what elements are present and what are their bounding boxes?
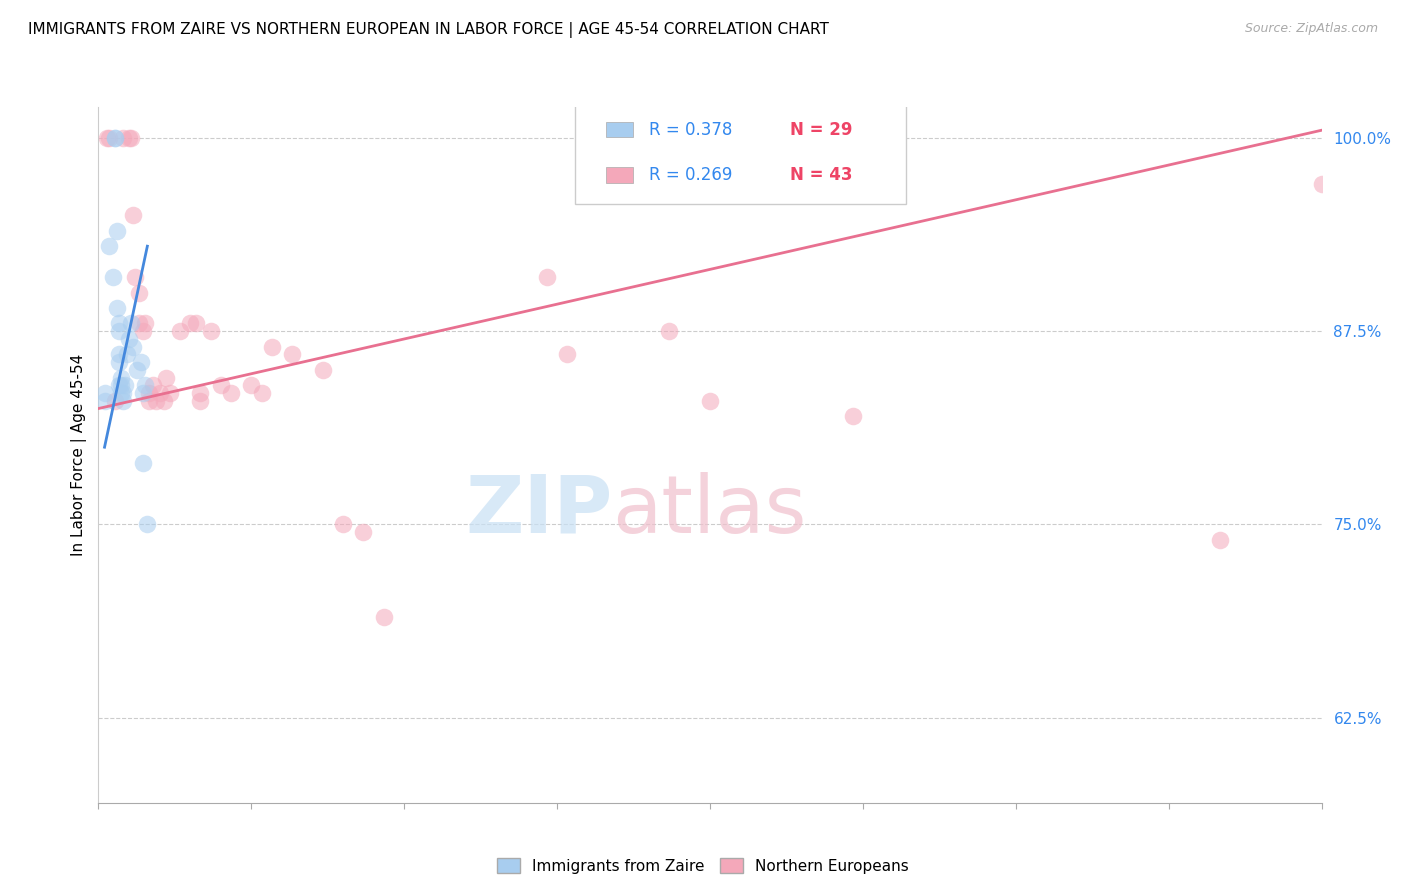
Point bbox=[111, 131, 134, 145]
FancyBboxPatch shape bbox=[606, 122, 633, 137]
Point bbox=[188, 386, 212, 401]
Text: atlas: atlas bbox=[612, 472, 807, 549]
Point bbox=[108, 378, 131, 392]
Point bbox=[104, 131, 127, 145]
Point bbox=[110, 378, 132, 392]
Point bbox=[142, 378, 165, 392]
Point bbox=[188, 393, 212, 408]
Point bbox=[132, 456, 155, 470]
Point bbox=[159, 386, 181, 401]
Point bbox=[209, 378, 232, 392]
Point bbox=[108, 317, 131, 331]
Point bbox=[134, 378, 156, 392]
Point bbox=[1310, 178, 1333, 192]
Point bbox=[240, 378, 263, 392]
Point bbox=[127, 363, 149, 377]
Legend: Immigrants from Zaire, Northern Europeans: Immigrants from Zaire, Northern European… bbox=[491, 852, 915, 880]
Point bbox=[699, 393, 721, 408]
Point bbox=[149, 386, 172, 401]
Point bbox=[118, 332, 141, 346]
FancyBboxPatch shape bbox=[575, 100, 905, 204]
Point bbox=[93, 386, 115, 401]
Point bbox=[312, 363, 335, 377]
Point bbox=[352, 525, 374, 540]
Point bbox=[111, 386, 134, 401]
Point bbox=[108, 355, 131, 369]
Point bbox=[136, 517, 159, 532]
Point bbox=[145, 393, 167, 408]
Point bbox=[97, 239, 120, 253]
Text: Source: ZipAtlas.com: Source: ZipAtlas.com bbox=[1244, 22, 1378, 36]
Point bbox=[120, 131, 142, 145]
Point bbox=[104, 393, 127, 408]
Point bbox=[332, 517, 354, 532]
Point bbox=[128, 285, 150, 300]
Point bbox=[155, 370, 177, 384]
Point bbox=[93, 393, 115, 408]
Point bbox=[105, 301, 128, 315]
Point bbox=[200, 324, 222, 338]
Point bbox=[128, 317, 150, 331]
Point bbox=[132, 386, 155, 401]
Point bbox=[101, 270, 124, 285]
Point bbox=[1208, 533, 1232, 547]
Point bbox=[841, 409, 863, 424]
Point bbox=[250, 386, 273, 401]
Point bbox=[110, 370, 132, 384]
Point bbox=[658, 324, 681, 338]
Point bbox=[179, 317, 201, 331]
Text: R = 0.378: R = 0.378 bbox=[648, 120, 733, 138]
Point bbox=[138, 393, 160, 408]
Point bbox=[219, 386, 242, 401]
Text: N = 29: N = 29 bbox=[790, 120, 852, 138]
Point bbox=[536, 270, 558, 285]
Text: R = 0.269: R = 0.269 bbox=[648, 166, 733, 184]
Text: N = 43: N = 43 bbox=[790, 166, 852, 184]
Point bbox=[108, 324, 131, 338]
Point bbox=[122, 340, 145, 354]
FancyBboxPatch shape bbox=[606, 167, 633, 183]
Point bbox=[134, 317, 156, 331]
Point bbox=[104, 131, 127, 145]
Point bbox=[124, 270, 146, 285]
Point bbox=[111, 393, 134, 408]
Point bbox=[169, 324, 191, 338]
Point bbox=[118, 131, 141, 145]
Point bbox=[555, 347, 579, 361]
Point bbox=[260, 340, 283, 354]
Point bbox=[122, 208, 145, 222]
Text: ZIP: ZIP bbox=[465, 472, 612, 549]
Point bbox=[138, 386, 160, 401]
Point bbox=[281, 347, 304, 361]
Point bbox=[373, 610, 395, 624]
Point bbox=[108, 347, 131, 361]
Point bbox=[114, 378, 136, 392]
Point bbox=[129, 355, 152, 369]
Point bbox=[96, 131, 118, 145]
Point bbox=[152, 393, 174, 408]
Point bbox=[186, 317, 208, 331]
Text: IMMIGRANTS FROM ZAIRE VS NORTHERN EUROPEAN IN LABOR FORCE | AGE 45-54 CORRELATIO: IMMIGRANTS FROM ZAIRE VS NORTHERN EUROPE… bbox=[28, 22, 830, 38]
Point bbox=[120, 317, 142, 331]
Point bbox=[110, 386, 132, 401]
Point bbox=[105, 224, 128, 238]
Y-axis label: In Labor Force | Age 45-54: In Labor Force | Age 45-54 bbox=[72, 354, 87, 556]
Point bbox=[97, 131, 120, 145]
Point bbox=[132, 324, 155, 338]
Point bbox=[115, 347, 138, 361]
